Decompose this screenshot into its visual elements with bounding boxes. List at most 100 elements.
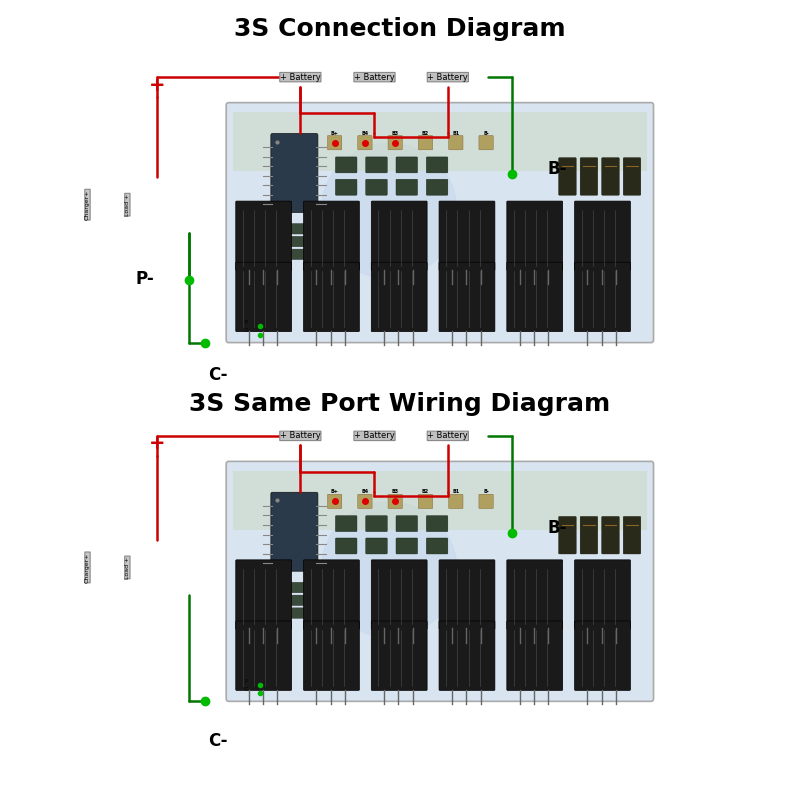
Text: B-: B-	[483, 130, 489, 135]
FancyBboxPatch shape	[623, 158, 641, 195]
FancyBboxPatch shape	[574, 262, 630, 331]
Text: B2: B2	[422, 490, 429, 494]
Text: B-: B-	[483, 490, 489, 494]
Text: + Battery: + Battery	[280, 73, 321, 82]
FancyBboxPatch shape	[418, 494, 433, 509]
Text: B1: B1	[452, 490, 459, 494]
FancyBboxPatch shape	[358, 494, 372, 509]
FancyBboxPatch shape	[558, 158, 576, 195]
FancyBboxPatch shape	[426, 516, 448, 532]
FancyBboxPatch shape	[396, 516, 418, 532]
FancyBboxPatch shape	[303, 262, 359, 331]
FancyBboxPatch shape	[371, 621, 427, 690]
Text: Load +: Load +	[125, 194, 130, 216]
Text: + Battery: + Battery	[427, 73, 468, 82]
Circle shape	[322, 143, 457, 278]
FancyBboxPatch shape	[439, 201, 495, 270]
FancyBboxPatch shape	[388, 135, 402, 150]
FancyBboxPatch shape	[418, 135, 433, 150]
FancyBboxPatch shape	[439, 262, 495, 331]
Text: P-: P-	[136, 270, 154, 288]
Text: 3S Connection Diagram: 3S Connection Diagram	[234, 18, 566, 42]
Text: + Battery: + Battery	[427, 431, 468, 440]
Text: C-: C-	[209, 733, 228, 750]
FancyBboxPatch shape	[623, 517, 641, 554]
FancyBboxPatch shape	[426, 157, 448, 173]
Text: Charger+: Charger+	[85, 552, 90, 582]
FancyBboxPatch shape	[479, 135, 494, 150]
FancyBboxPatch shape	[236, 560, 291, 630]
FancyBboxPatch shape	[366, 538, 387, 554]
FancyBboxPatch shape	[507, 262, 562, 331]
FancyBboxPatch shape	[426, 538, 448, 554]
FancyBboxPatch shape	[371, 560, 427, 630]
FancyBboxPatch shape	[303, 560, 359, 630]
FancyBboxPatch shape	[327, 494, 342, 509]
FancyBboxPatch shape	[303, 201, 359, 270]
FancyBboxPatch shape	[327, 135, 342, 150]
Text: B-: B-	[547, 518, 567, 537]
FancyBboxPatch shape	[274, 224, 315, 234]
Text: +: +	[149, 434, 165, 454]
FancyBboxPatch shape	[602, 158, 619, 195]
Text: B+: B+	[330, 490, 338, 494]
FancyBboxPatch shape	[371, 201, 427, 270]
FancyBboxPatch shape	[274, 236, 315, 246]
FancyBboxPatch shape	[233, 471, 647, 530]
FancyBboxPatch shape	[233, 112, 647, 171]
FancyBboxPatch shape	[236, 621, 291, 690]
FancyBboxPatch shape	[388, 494, 402, 509]
FancyBboxPatch shape	[226, 462, 654, 702]
FancyBboxPatch shape	[580, 517, 598, 554]
FancyBboxPatch shape	[335, 516, 357, 532]
Text: 3S Same Port Wiring Diagram: 3S Same Port Wiring Diagram	[190, 392, 610, 416]
FancyBboxPatch shape	[371, 262, 427, 331]
FancyBboxPatch shape	[439, 560, 495, 630]
FancyBboxPatch shape	[507, 201, 562, 270]
Text: B2: B2	[422, 130, 429, 135]
Text: B1: B1	[452, 130, 459, 135]
FancyBboxPatch shape	[271, 492, 318, 571]
FancyBboxPatch shape	[602, 517, 619, 554]
FancyBboxPatch shape	[449, 135, 463, 150]
FancyBboxPatch shape	[396, 157, 418, 173]
Text: C-: C-	[245, 687, 250, 692]
Text: C-: C-	[209, 366, 228, 384]
Text: + Battery: + Battery	[354, 73, 395, 82]
Text: C-: C-	[245, 328, 250, 334]
FancyBboxPatch shape	[449, 494, 463, 509]
FancyBboxPatch shape	[274, 608, 315, 618]
FancyBboxPatch shape	[574, 201, 630, 270]
Text: P-: P-	[245, 679, 249, 684]
FancyBboxPatch shape	[335, 538, 357, 554]
Text: B3: B3	[392, 130, 398, 135]
FancyBboxPatch shape	[274, 582, 315, 593]
Text: B3: B3	[392, 490, 398, 494]
FancyBboxPatch shape	[236, 201, 291, 270]
FancyBboxPatch shape	[366, 516, 387, 532]
FancyBboxPatch shape	[271, 134, 318, 213]
Text: B-: B-	[547, 160, 567, 178]
Circle shape	[322, 502, 457, 638]
FancyBboxPatch shape	[366, 179, 387, 195]
FancyBboxPatch shape	[366, 157, 387, 173]
FancyBboxPatch shape	[396, 538, 418, 554]
FancyBboxPatch shape	[580, 158, 598, 195]
FancyBboxPatch shape	[574, 560, 630, 630]
FancyBboxPatch shape	[303, 621, 359, 690]
Text: B+: B+	[330, 130, 338, 135]
Text: Charger+: Charger+	[85, 190, 90, 220]
FancyBboxPatch shape	[507, 560, 562, 630]
FancyBboxPatch shape	[426, 179, 448, 195]
Text: +: +	[149, 75, 165, 94]
FancyBboxPatch shape	[574, 621, 630, 690]
FancyBboxPatch shape	[558, 517, 576, 554]
FancyBboxPatch shape	[439, 621, 495, 690]
FancyBboxPatch shape	[274, 249, 315, 259]
Text: B4: B4	[362, 490, 369, 494]
Text: + Battery: + Battery	[280, 431, 321, 440]
Text: + Battery: + Battery	[354, 431, 395, 440]
Text: Load +: Load +	[125, 556, 130, 578]
FancyBboxPatch shape	[358, 135, 372, 150]
FancyBboxPatch shape	[507, 621, 562, 690]
